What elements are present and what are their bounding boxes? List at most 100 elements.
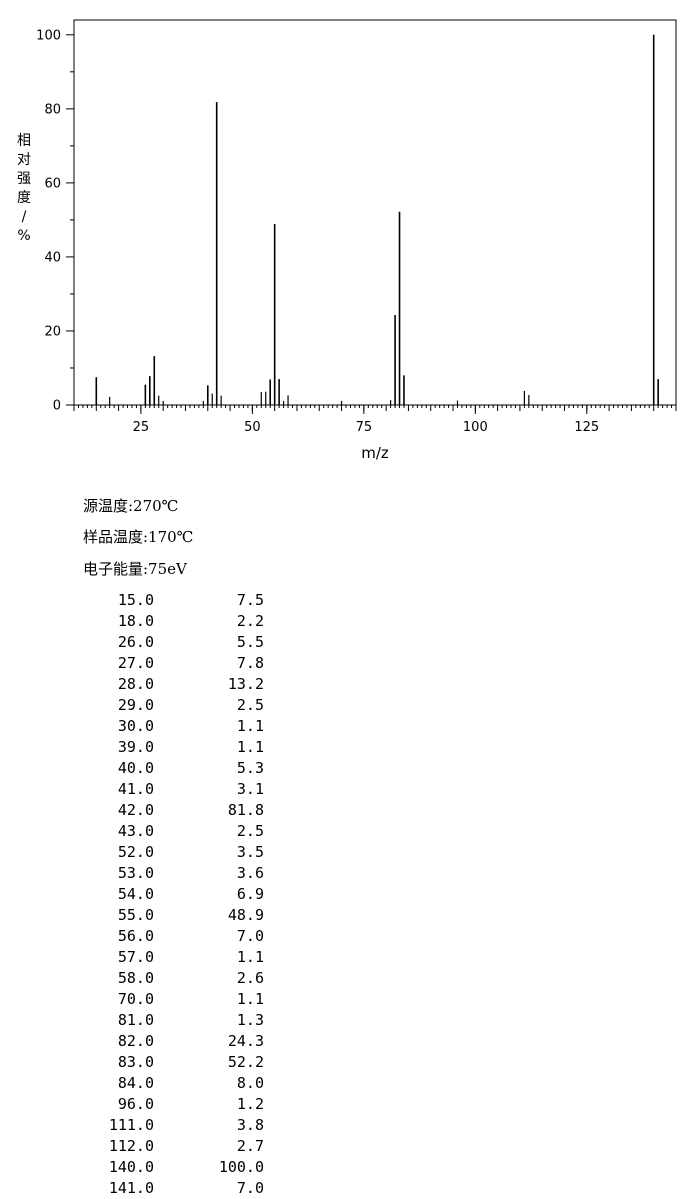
peak-mz: 141.0 bbox=[108, 1179, 154, 1197]
peak-table-row: 27.0 7.8 bbox=[96, 653, 264, 674]
x-tick-label: 75 bbox=[356, 420, 373, 435]
peak-intensity: 2.5 bbox=[236, 696, 264, 714]
x-axis-title: m/z bbox=[361, 444, 389, 462]
y-tick-label: 40 bbox=[44, 250, 61, 265]
sample-temperature: 样品温度:170℃ bbox=[83, 528, 194, 546]
peak-mz: 84.0 bbox=[117, 1074, 154, 1092]
peak-mz: 15.0 bbox=[117, 591, 154, 609]
peak-intensity: 1.2 bbox=[236, 1095, 264, 1113]
peak-mz: 81.0 bbox=[117, 1011, 154, 1029]
y-tick-label: 0 bbox=[53, 399, 61, 414]
peak-table-row: 84.0 8.0 bbox=[96, 1073, 264, 1094]
peak-table-row: 15.0 7.5 bbox=[96, 590, 264, 611]
peak-intensity: 52.2 bbox=[227, 1053, 264, 1071]
peak-intensity: 7.0 bbox=[236, 927, 264, 945]
peak-table-row: 55.0 48.9 bbox=[96, 905, 264, 926]
x-tick-label: 50 bbox=[244, 420, 261, 435]
peak-intensity: 5.5 bbox=[236, 633, 264, 651]
x-tick-label: 25 bbox=[133, 420, 150, 435]
peak-table-row: 40.0 5.3 bbox=[96, 758, 264, 779]
peak-table-row: 58.0 2.6 bbox=[96, 968, 264, 989]
peak-table-row: 140.0 100.0 bbox=[96, 1157, 264, 1178]
peak-table-row: 30.0 1.1 bbox=[96, 716, 264, 737]
peak-table-row: 96.0 1.2 bbox=[96, 1094, 264, 1115]
peak-mz: 40.0 bbox=[117, 759, 154, 777]
y-axis: 0 20 40 60 80 100 bbox=[36, 28, 74, 414]
mass-spectrum-chart: 25 50 75 100 125 0 20 40 60 80 100 m/z 相对强度/% bbox=[17, 19, 677, 462]
peak-intensity: 13.2 bbox=[227, 675, 264, 693]
peak-intensity: 3.6 bbox=[236, 864, 264, 882]
peak-intensity: 6.9 bbox=[236, 885, 264, 903]
peak-intensity: 7.0 bbox=[236, 1179, 264, 1197]
peak-intensity: 3.5 bbox=[236, 843, 264, 861]
peak-table-row: 112.0 2.7 bbox=[96, 1136, 264, 1157]
peak-mz: 82.0 bbox=[117, 1032, 154, 1050]
peak-intensity: 48.9 bbox=[227, 906, 264, 924]
peak-table-row: 141.0 7.0 bbox=[96, 1178, 264, 1199]
peak-table-row: 56.0 7.0 bbox=[96, 926, 264, 947]
peak-mz: 70.0 bbox=[117, 990, 154, 1008]
peak-intensity: 100.0 bbox=[218, 1158, 264, 1176]
peak-table-row: 28.0 13.2 bbox=[96, 674, 264, 695]
peak-intensity: 1.1 bbox=[236, 717, 264, 735]
peak-intensity: 2.5 bbox=[236, 822, 264, 840]
peak-mz: 55.0 bbox=[117, 906, 154, 924]
peak-intensity: 8.0 bbox=[236, 1074, 264, 1092]
peak-mz: 41.0 bbox=[117, 780, 154, 798]
peak-mz: 57.0 bbox=[117, 948, 154, 966]
peak-table-row: 70.0 1.1 bbox=[96, 989, 264, 1010]
peak-intensity: 3.1 bbox=[236, 780, 264, 798]
peak-intensity: 1.1 bbox=[236, 948, 264, 966]
y-tick-label: 60 bbox=[44, 176, 61, 191]
peak-table-row: 54.0 6.9 bbox=[96, 884, 264, 905]
x-tick-label: 100 bbox=[463, 420, 488, 435]
peak-intensity: 2.6 bbox=[236, 969, 264, 987]
peak-mz: 52.0 bbox=[117, 843, 154, 861]
peak-mz: 39.0 bbox=[117, 738, 154, 756]
x-tick-label: 125 bbox=[574, 420, 599, 435]
peak-mz: 58.0 bbox=[117, 969, 154, 987]
peak-intensity: 7.8 bbox=[236, 654, 264, 672]
y-tick-label: 100 bbox=[36, 28, 61, 43]
peak-intensity: 2.7 bbox=[236, 1137, 264, 1155]
peak-table: 15.0 7.5 18.0 2.2 26.0 5.5 27.0 7.8 28.0 13.2 29.0… bbox=[96, 590, 264, 1199]
peak-mz: 53.0 bbox=[117, 864, 154, 882]
peak-intensity: 5.3 bbox=[236, 759, 264, 777]
electron-energy: 电子能量:75eV bbox=[83, 560, 187, 578]
peak-mz: 42.0 bbox=[117, 801, 154, 819]
peak-table-row: 57.0 1.1 bbox=[96, 947, 264, 968]
peak-mz: 83.0 bbox=[117, 1053, 154, 1071]
peak-mz: 29.0 bbox=[117, 696, 154, 714]
peak-intensity: 2.2 bbox=[236, 612, 264, 630]
peak-mz: 111.0 bbox=[108, 1116, 154, 1134]
source-temperature: 源温度:270℃ bbox=[83, 497, 179, 515]
plot-frame bbox=[73, 19, 677, 406]
peak-intensity: 1.1 bbox=[236, 738, 264, 756]
peak-table-row: 83.0 52.2 bbox=[96, 1052, 264, 1073]
peak-mz: 26.0 bbox=[117, 633, 154, 651]
peak-mz: 54.0 bbox=[117, 885, 154, 903]
peak-table-row: 26.0 5.5 bbox=[96, 632, 264, 653]
x-axis: 25 50 75 100 125 bbox=[133, 405, 599, 435]
peak-bars bbox=[95, 34, 659, 405]
y-tick-label: 20 bbox=[44, 324, 61, 339]
peak-mz: 56.0 bbox=[117, 927, 154, 945]
peak-mz: 112.0 bbox=[108, 1137, 154, 1155]
peak-intensity: 3.8 bbox=[236, 1116, 264, 1134]
peak-table-row: 18.0 2.2 bbox=[96, 611, 264, 632]
peak-intensity: 24.3 bbox=[227, 1032, 264, 1050]
peak-intensity: 1.1 bbox=[236, 990, 264, 1008]
peak-table-row: 81.0 1.3 bbox=[96, 1010, 264, 1031]
peak-table-row: 111.0 3.8 bbox=[96, 1115, 264, 1136]
peak-table-row: 42.0 81.8 bbox=[96, 800, 264, 821]
peak-mz: 96.0 bbox=[117, 1095, 154, 1113]
peak-mz: 28.0 bbox=[117, 675, 154, 693]
peak-mz: 18.0 bbox=[117, 612, 154, 630]
peak-intensity: 1.3 bbox=[236, 1011, 264, 1029]
peak-mz: 140.0 bbox=[108, 1158, 154, 1176]
peak-mz: 43.0 bbox=[117, 822, 154, 840]
peak-table-row: 53.0 3.6 bbox=[96, 863, 264, 884]
peak-table-row: 39.0 1.1 bbox=[96, 737, 264, 758]
peak-mz: 30.0 bbox=[117, 717, 154, 735]
peak-intensity: 7.5 bbox=[236, 591, 264, 609]
